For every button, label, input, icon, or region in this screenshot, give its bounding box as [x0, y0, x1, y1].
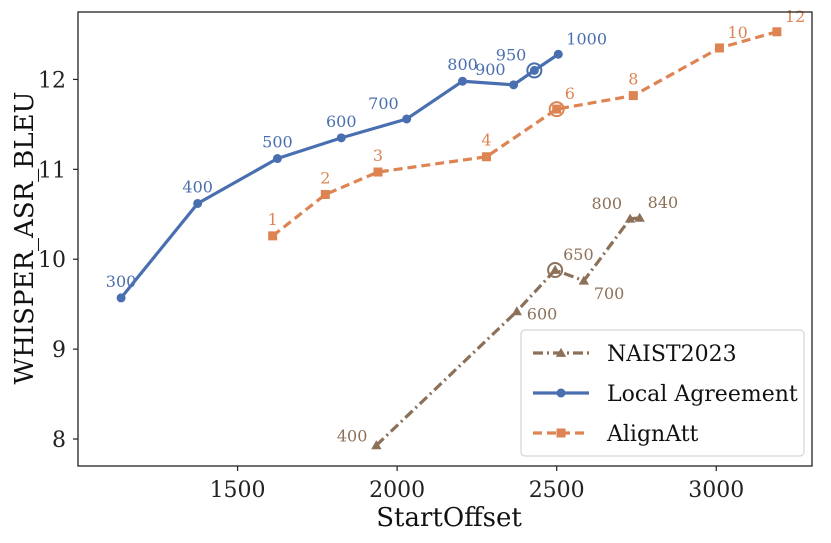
- legend-label: NAIST2023: [607, 342, 737, 367]
- x-tick-label: 1500: [210, 478, 266, 503]
- data-point: [272, 154, 282, 164]
- point-label: 600: [527, 304, 558, 323]
- y-tick-label: 9: [52, 338, 66, 363]
- y-tick-label: 8: [52, 428, 66, 453]
- data-point: [628, 91, 638, 101]
- legend-marker: [556, 388, 566, 398]
- highlight-ring: [526, 62, 543, 79]
- x-tick-label: 2000: [369, 478, 425, 503]
- point-label: 2: [320, 168, 330, 187]
- legend: NAIST2023 Local Agreement AlignAtt: [520, 329, 805, 457]
- data-point: [552, 104, 562, 114]
- legend-item: AlignAtt: [533, 422, 699, 447]
- plot-frame: [77, 11, 813, 467]
- point-label: 10: [727, 23, 747, 42]
- series-naist2023: 400 600 650 700 800 840: [337, 193, 679, 450]
- x-axis-title: StartOffset: [376, 503, 522, 533]
- data-point: [116, 293, 126, 303]
- point-label: 700: [594, 284, 625, 303]
- point-label: 400: [182, 177, 213, 196]
- data-point: [509, 80, 519, 90]
- data-point: [624, 213, 636, 223]
- point-label: 1000: [566, 29, 607, 48]
- point-label: 8: [628, 70, 638, 89]
- point-label: 400: [337, 426, 368, 445]
- point-label: 500: [262, 133, 293, 152]
- data-point: [714, 43, 724, 53]
- highlight-ring: [547, 262, 564, 279]
- legend-marker: [555, 347, 567, 357]
- point-label: 12: [785, 7, 805, 26]
- point-label: 950: [496, 45, 527, 64]
- data-point: [529, 65, 539, 75]
- data-point: [511, 306, 522, 316]
- highlight-ring: [548, 101, 565, 118]
- legend-label: Local Agreement: [607, 382, 798, 407]
- y-axis-title: WHISPER_ASR_BLEU: [10, 92, 40, 385]
- data-point: [634, 212, 645, 222]
- data-point: [336, 133, 346, 143]
- point-label: 800: [592, 194, 623, 213]
- point-label: 6: [565, 84, 575, 103]
- legend-box: [520, 329, 805, 457]
- point-label: 650: [563, 245, 594, 264]
- data-point: [320, 189, 330, 199]
- x-tick-label: 2500: [529, 478, 585, 503]
- data-point: [549, 264, 561, 274]
- y-tick-label: 11: [38, 158, 66, 183]
- point-label: 300: [106, 272, 137, 291]
- data-point: [578, 275, 589, 285]
- y-tick-label: 10: [38, 248, 66, 273]
- point-label: 900: [475, 60, 506, 79]
- x-tick-label: 3000: [688, 478, 744, 503]
- data-point: [268, 231, 278, 241]
- point-label: 600: [326, 112, 357, 131]
- data-point: [193, 198, 203, 208]
- data-point: [772, 27, 782, 37]
- point-label: 840: [648, 193, 679, 212]
- legend-item: NAIST2023: [533, 342, 737, 367]
- data-point: [371, 440, 382, 450]
- legend-item: Local Agreement: [533, 382, 798, 407]
- point-label: 700: [368, 94, 399, 113]
- series-line: [119, 52, 560, 299]
- point-label: 4: [481, 131, 491, 150]
- point-label: 800: [447, 55, 478, 74]
- data-point: [481, 152, 491, 162]
- data-point: [553, 49, 563, 59]
- legend-marker: [556, 428, 566, 438]
- data-point: [402, 114, 412, 124]
- point-label: 1: [268, 210, 278, 229]
- point-label: 3: [373, 146, 383, 165]
- series-line: [271, 30, 778, 238]
- data-point: [373, 167, 383, 177]
- legend-label: AlignAtt: [606, 422, 699, 447]
- data-point: [458, 76, 468, 86]
- y-tick-label: 12: [38, 68, 66, 93]
